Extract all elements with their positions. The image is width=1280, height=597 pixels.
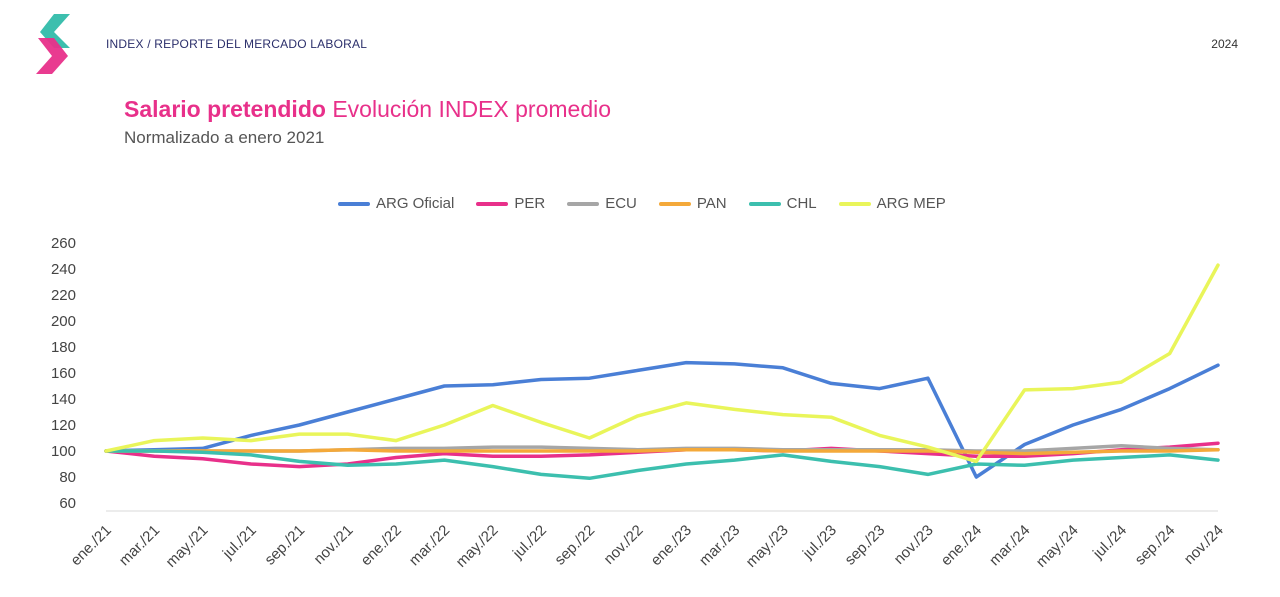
legend-label: CHL bbox=[786, 195, 817, 212]
x-tick-label: may./21 bbox=[163, 522, 212, 571]
legend-label: ECU bbox=[605, 195, 637, 212]
legend-swatch bbox=[658, 201, 691, 206]
legend-label: ARG Oficial bbox=[376, 195, 455, 212]
y-tick-label: 140 bbox=[51, 391, 76, 408]
legend-label: PER bbox=[514, 195, 546, 212]
series-line-chl bbox=[104, 449, 1220, 481]
x-tick-label: jul./21 bbox=[219, 522, 260, 563]
series-line-arg-mep bbox=[104, 263, 1220, 464]
x-tick-label: mar./22 bbox=[406, 522, 453, 569]
x-tick-label: sep./22 bbox=[551, 522, 598, 569]
x-tick-label: jul./23 bbox=[799, 522, 840, 563]
x-tick-label: ene./22 bbox=[358, 522, 405, 569]
x-tick-label: nov./21 bbox=[311, 522, 357, 568]
x-tick-label: sep./21 bbox=[261, 522, 308, 569]
legend-item: ARG Oficial bbox=[338, 195, 454, 212]
series-line-arg-oficial bbox=[104, 360, 1220, 479]
x-tick-label: nov./22 bbox=[601, 522, 647, 568]
x-tick-label: jul./22 bbox=[509, 522, 550, 563]
y-tick-label: 240 bbox=[51, 261, 76, 278]
legend-label: ARG MEP bbox=[876, 195, 946, 212]
legend-item: PAN bbox=[658, 195, 727, 212]
legend-label: PAN bbox=[696, 195, 727, 212]
x-tick-label: sep./23 bbox=[842, 522, 889, 569]
index-logo bbox=[36, 14, 70, 74]
report-year: 2024 bbox=[1211, 37, 1238, 51]
x-tick-label: mar./23 bbox=[696, 522, 743, 569]
title-rest: Evolución INDEX promedio bbox=[325, 96, 612, 122]
legend-swatch bbox=[567, 201, 600, 206]
series-line-pan bbox=[104, 447, 1220, 456]
legend-swatch bbox=[338, 201, 370, 206]
x-tick-label: ene./21 bbox=[67, 522, 114, 569]
legend-item: ARG MEP bbox=[838, 195, 946, 212]
x-tick-label: nov./24 bbox=[1181, 522, 1227, 568]
x-tick-label: mar./24 bbox=[986, 522, 1033, 569]
y-tick-label: 120 bbox=[51, 417, 76, 434]
x-tick-label: mar./21 bbox=[116, 522, 163, 569]
x-tick-label: sep./24 bbox=[1132, 522, 1179, 569]
legend-item: PER bbox=[476, 195, 545, 212]
y-tick-label: 100 bbox=[51, 443, 76, 460]
title-bold: Salario pretendido bbox=[124, 96, 326, 122]
y-tick-label: 180 bbox=[51, 339, 76, 356]
x-tick-label: may./22 bbox=[453, 522, 502, 571]
y-tick-label: 200 bbox=[51, 313, 76, 330]
legend-swatch bbox=[838, 201, 871, 206]
y-tick-label: 80 bbox=[59, 469, 76, 486]
legend-item: ECU bbox=[567, 195, 637, 212]
y-tick-label: 60 bbox=[59, 495, 76, 512]
x-tick-label: nov./23 bbox=[891, 522, 937, 568]
breadcrumb: INDEX / REPORTE DEL MERCADO LABORAL bbox=[106, 37, 368, 51]
page-title: Salario pretendido Evolución INDEX prome… bbox=[124, 96, 611, 123]
legend-swatch bbox=[476, 201, 509, 206]
chart-legend: ARG Oficial PER ECU PAN CHL ARG MEP bbox=[338, 195, 946, 212]
page-subtitle: Normalizado a enero 2021 bbox=[124, 128, 325, 147]
legend-item: CHL bbox=[748, 195, 817, 212]
legend-swatch bbox=[748, 201, 781, 206]
y-tick-label: 220 bbox=[51, 287, 76, 304]
x-tick-label: ene./23 bbox=[648, 522, 695, 569]
y-tick-label: 260 bbox=[51, 235, 76, 252]
x-tick-label: may./23 bbox=[743, 522, 792, 571]
logo-pink-chevron bbox=[36, 38, 68, 74]
x-tick-label: ene./24 bbox=[938, 522, 985, 569]
x-tick-label: jul./24 bbox=[1089, 522, 1130, 563]
x-tick-label: may./24 bbox=[1033, 522, 1082, 571]
y-tick-label: 160 bbox=[51, 365, 76, 382]
